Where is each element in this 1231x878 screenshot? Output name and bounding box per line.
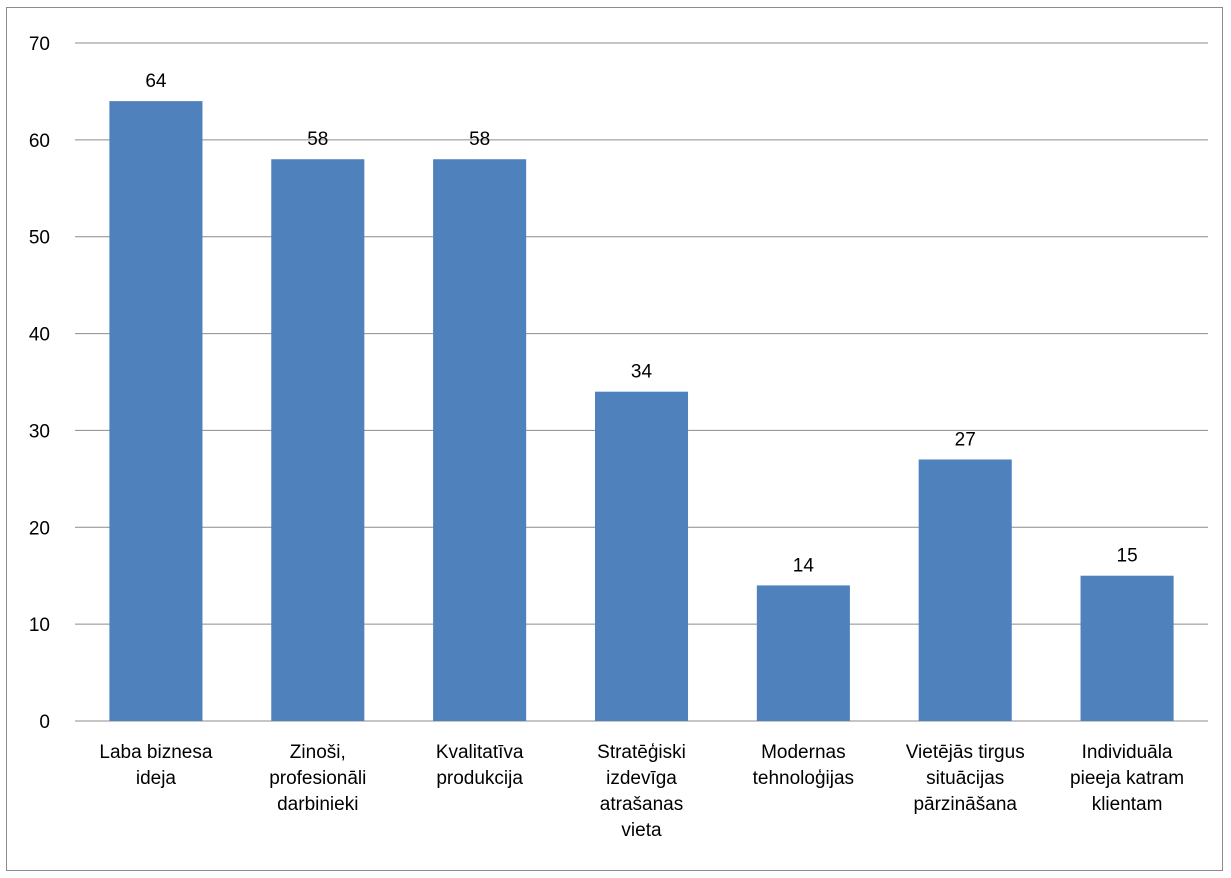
- bar: [109, 101, 203, 722]
- category-label-line: klientam: [1092, 794, 1163, 815]
- y-tick-label: 0: [39, 712, 50, 733]
- category-label-line: Zinoši,: [290, 742, 346, 763]
- bar: [594, 391, 689, 721]
- category-label-line: ideja: [136, 768, 177, 789]
- category-label-line: Laba biznesa: [99, 742, 212, 763]
- bar: [756, 585, 850, 721]
- data-label: 64: [145, 71, 167, 92]
- bar: [918, 459, 1012, 721]
- category-label: Zinoši, profesionāli darbinieki: [269, 742, 366, 815]
- y-tick-label: 30: [29, 421, 50, 442]
- category-label: Laba biznesa ideja: [99, 742, 212, 789]
- category-label-line: Modernas: [761, 742, 846, 763]
- data-label: 15: [1117, 546, 1138, 567]
- category-label-line: pieeja katram: [1070, 768, 1184, 789]
- category-label-line: situācijas: [926, 768, 1004, 789]
- y-tick-label: 10: [29, 615, 50, 636]
- y-tick-label: 60: [29, 131, 50, 152]
- category-label: Stratēģiski izdevīga atrašanas vieta: [597, 742, 686, 841]
- category-label-line: tehnoloģijas: [753, 768, 854, 789]
- y-tick-label: 40: [29, 325, 50, 346]
- bar: [271, 159, 365, 721]
- bar: [433, 159, 527, 721]
- gridlines: [75, 42, 1208, 722]
- category-label-line: Vietējās tirgus: [906, 742, 1025, 763]
- category-label-line: vieta: [621, 820, 662, 841]
- data-label: 14: [793, 555, 815, 576]
- data-label: 58: [307, 129, 328, 150]
- category-label-line: Kvalitatīva: [436, 742, 524, 763]
- category-label: Vietējās tirgus situācijas pārzināšana: [906, 742, 1025, 815]
- bars: [109, 101, 1174, 722]
- category-label-line: atrašanas: [600, 794, 683, 815]
- category-label-line: produkcija: [436, 768, 523, 789]
- category-label-line: Stratēģiski: [597, 742, 686, 763]
- bar: [1080, 575, 1174, 721]
- category-label-line: pārzināšana: [913, 794, 1017, 815]
- data-labels: 64 58 58 34 14 27 15: [145, 71, 1137, 576]
- y-axis-ticks: 0 10 20 30 40 50 60 70: [29, 34, 50, 733]
- y-tick-label: 20: [29, 518, 50, 539]
- data-label: 34: [631, 362, 653, 383]
- category-label: Individuāla pieeja katram klientam: [1070, 742, 1184, 815]
- category-labels: Laba biznesa ideja Zinoši, profesionāli darb…: [99, 742, 1184, 841]
- category-label-line: Individuāla: [1082, 742, 1173, 763]
- category-label-line: izdevīga: [606, 768, 677, 789]
- category-label: Modernas tehnoloģijas: [753, 742, 854, 789]
- data-label: 58: [469, 129, 490, 150]
- data-label: 27: [955, 429, 976, 450]
- category-label-line: darbinieki: [277, 794, 358, 815]
- y-tick-label: 70: [29, 34, 50, 55]
- category-label-line: profesionāli: [269, 768, 366, 789]
- category-label: Kvalitatīva produkcija: [436, 742, 524, 789]
- y-tick-label: 50: [29, 228, 50, 249]
